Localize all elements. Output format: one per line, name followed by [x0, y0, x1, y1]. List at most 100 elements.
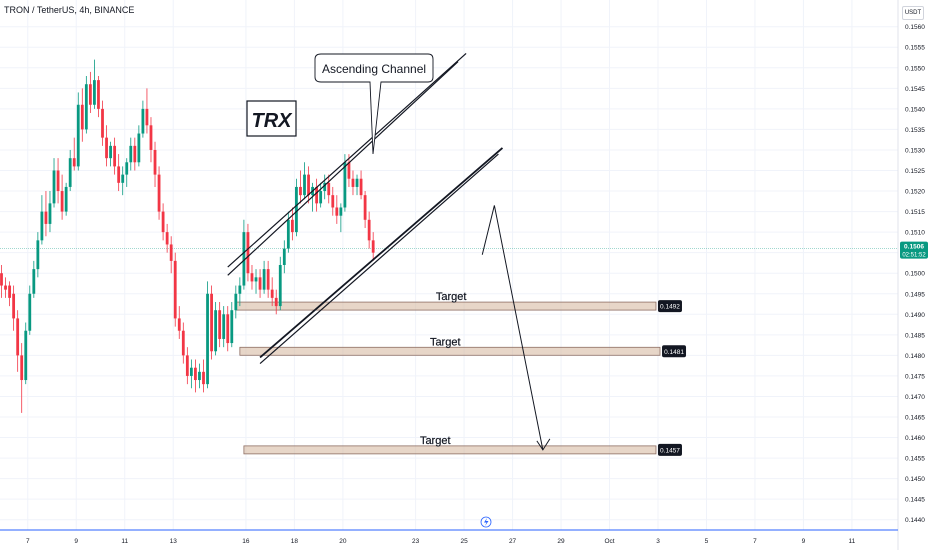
- price-tick-label: 0.1525: [905, 168, 925, 175]
- price-tick-label: 0.1495: [905, 291, 925, 298]
- candle-body: [295, 186, 298, 233]
- channel-callout-text: Ascending Channel: [322, 62, 426, 76]
- candle-body: [145, 108, 149, 126]
- candle-body: [88, 84, 92, 105]
- candle: [181, 322, 185, 364]
- time-tick-label: 23: [412, 538, 420, 545]
- time-tick-label: 5: [705, 538, 709, 545]
- candle: [242, 219, 246, 290]
- candle-body: [181, 330, 185, 356]
- time-tick-label: 9: [802, 538, 806, 545]
- candle: [335, 195, 339, 224]
- time-tick-label: 27: [509, 538, 517, 545]
- candle-body: [113, 145, 117, 167]
- candle-body: [121, 174, 125, 183]
- candle-body: [238, 285, 242, 294]
- time-axis: 7 9 11 13 16 18 20 23 25 27 29 Oct 3 5 7 9 11: [0, 516, 898, 545]
- candle: [40, 195, 44, 245]
- price-tick-label: 0.1550: [905, 65, 925, 72]
- target-zone: [239, 346, 661, 356]
- candle: [254, 269, 258, 294]
- candle: [214, 301, 218, 356]
- candle-body: [222, 314, 226, 339]
- candle: [218, 301, 222, 348]
- candle: [48, 191, 52, 233]
- candle-body: [173, 260, 177, 319]
- candle-body: [290, 219, 294, 233]
- candle: [278, 256, 282, 311]
- candle: [121, 166, 125, 196]
- price-tick-label: 0.1545: [905, 86, 925, 93]
- candle: [20, 343, 24, 413]
- candle-body: [101, 108, 104, 138]
- candle: [222, 306, 226, 348]
- candle-body: [76, 104, 80, 167]
- candle: [165, 223, 169, 253]
- candle: [246, 223, 250, 282]
- candle-body: [274, 297, 278, 307]
- price-tick-label: 0.1490: [905, 312, 925, 319]
- candle-body: [189, 367, 193, 376]
- candle-body: [202, 371, 205, 385]
- candle: [323, 174, 327, 200]
- time-tick-label: 9: [74, 538, 78, 545]
- candle-body: [36, 240, 40, 270]
- price-tick-label: 0.1560: [905, 24, 925, 31]
- candle: [24, 322, 28, 385]
- candle: [363, 191, 367, 229]
- time-tick-label: 7: [26, 538, 30, 545]
- candle-body: [153, 149, 157, 175]
- price-tick-label: 0.1500: [905, 271, 925, 278]
- candle-body: [355, 178, 359, 187]
- candle: [97, 76, 100, 118]
- candle: [299, 170, 302, 204]
- price-tick-label: 0.1480: [905, 353, 925, 360]
- candle-body: [250, 273, 254, 282]
- candle: [80, 88, 84, 142]
- candle: [339, 203, 343, 233]
- candle: [8, 281, 11, 307]
- candle-body: [169, 244, 173, 261]
- candle-body: [246, 232, 250, 274]
- price-tick-label: 0.1530: [905, 147, 925, 154]
- candle: [230, 301, 234, 348]
- ticker-label-frame: [246, 100, 297, 137]
- candle: [137, 125, 141, 167]
- candle-body: [12, 293, 16, 319]
- candle-body: [286, 219, 290, 249]
- candle: [234, 285, 238, 319]
- currency-button[interactable]: USDT: [902, 6, 924, 20]
- candle: [64, 182, 68, 216]
- candle-body: [28, 293, 32, 331]
- candle-body: [351, 178, 355, 187]
- candle-body: [254, 277, 258, 282]
- candle-body: [165, 232, 169, 245]
- drawings-layer: [227, 52, 551, 451]
- price-tick-label: 0.1445: [905, 497, 925, 504]
- candle: [84, 76, 88, 134]
- candle: [303, 162, 306, 200]
- candle-body: [56, 170, 60, 192]
- candle-body: [117, 166, 121, 183]
- candle: [290, 207, 294, 241]
- candle-body: [129, 145, 133, 163]
- time-tick-label: 11: [849, 538, 856, 545]
- candle-body: [84, 84, 88, 130]
- candle-body: [105, 137, 108, 159]
- candle-body: [371, 240, 375, 253]
- candle: [169, 236, 173, 274]
- candle: [173, 252, 177, 327]
- candle: [258, 269, 262, 298]
- candle: [72, 137, 76, 171]
- ticker-label: TRX: [252, 110, 294, 132]
- candle-body: [210, 293, 213, 352]
- candle-body: [133, 145, 137, 163]
- target-label: Target: [420, 435, 451, 447]
- candle-body: [343, 162, 347, 208]
- price-tick-label: 0.1475: [905, 373, 925, 380]
- price-tick-label: 0.1540: [905, 106, 925, 113]
- projection-arrowhead: [536, 438, 551, 451]
- target-price-label: 0.1457: [660, 447, 680, 454]
- price-tick-label: 0.1520: [905, 189, 925, 196]
